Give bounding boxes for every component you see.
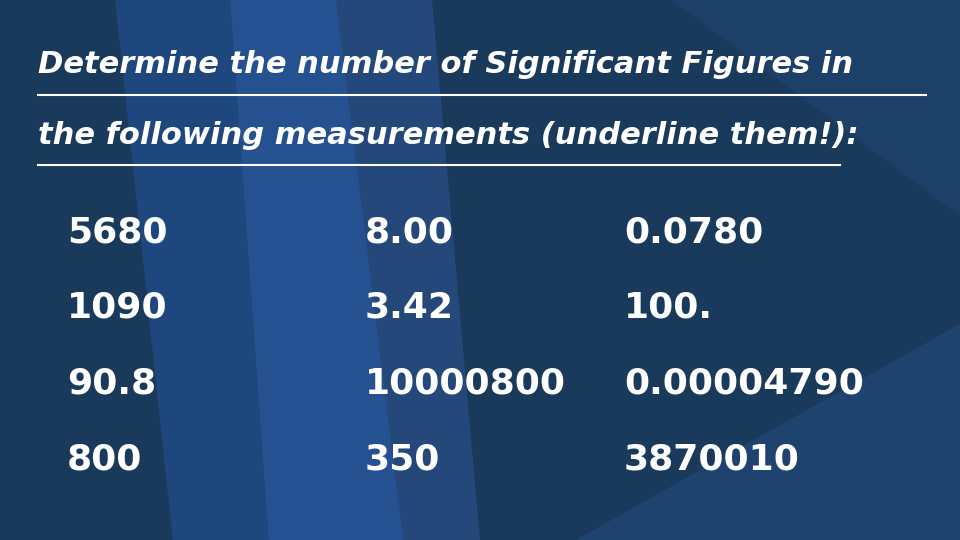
Text: 10000800: 10000800	[365, 367, 565, 400]
Text: 100.: 100.	[624, 291, 713, 325]
Text: Determine the number of Significant Figures in: Determine the number of Significant Figu…	[38, 50, 853, 79]
Text: 8.00: 8.00	[365, 215, 454, 249]
Text: the following measurements (underline them!):: the following measurements (underline th…	[38, 120, 859, 150]
Text: 5680: 5680	[67, 215, 168, 249]
Text: 90.8: 90.8	[67, 367, 156, 400]
Polygon shape	[672, 0, 960, 216]
Text: 3870010: 3870010	[624, 442, 800, 476]
Text: 1090: 1090	[67, 291, 168, 325]
Polygon shape	[115, 0, 403, 540]
Text: 3.42: 3.42	[365, 291, 454, 325]
Text: 800: 800	[67, 442, 143, 476]
Text: 350: 350	[365, 442, 441, 476]
Polygon shape	[230, 0, 480, 540]
Polygon shape	[528, 324, 960, 540]
Text: 0.00004790: 0.00004790	[624, 367, 864, 400]
Text: 0.0780: 0.0780	[624, 215, 763, 249]
